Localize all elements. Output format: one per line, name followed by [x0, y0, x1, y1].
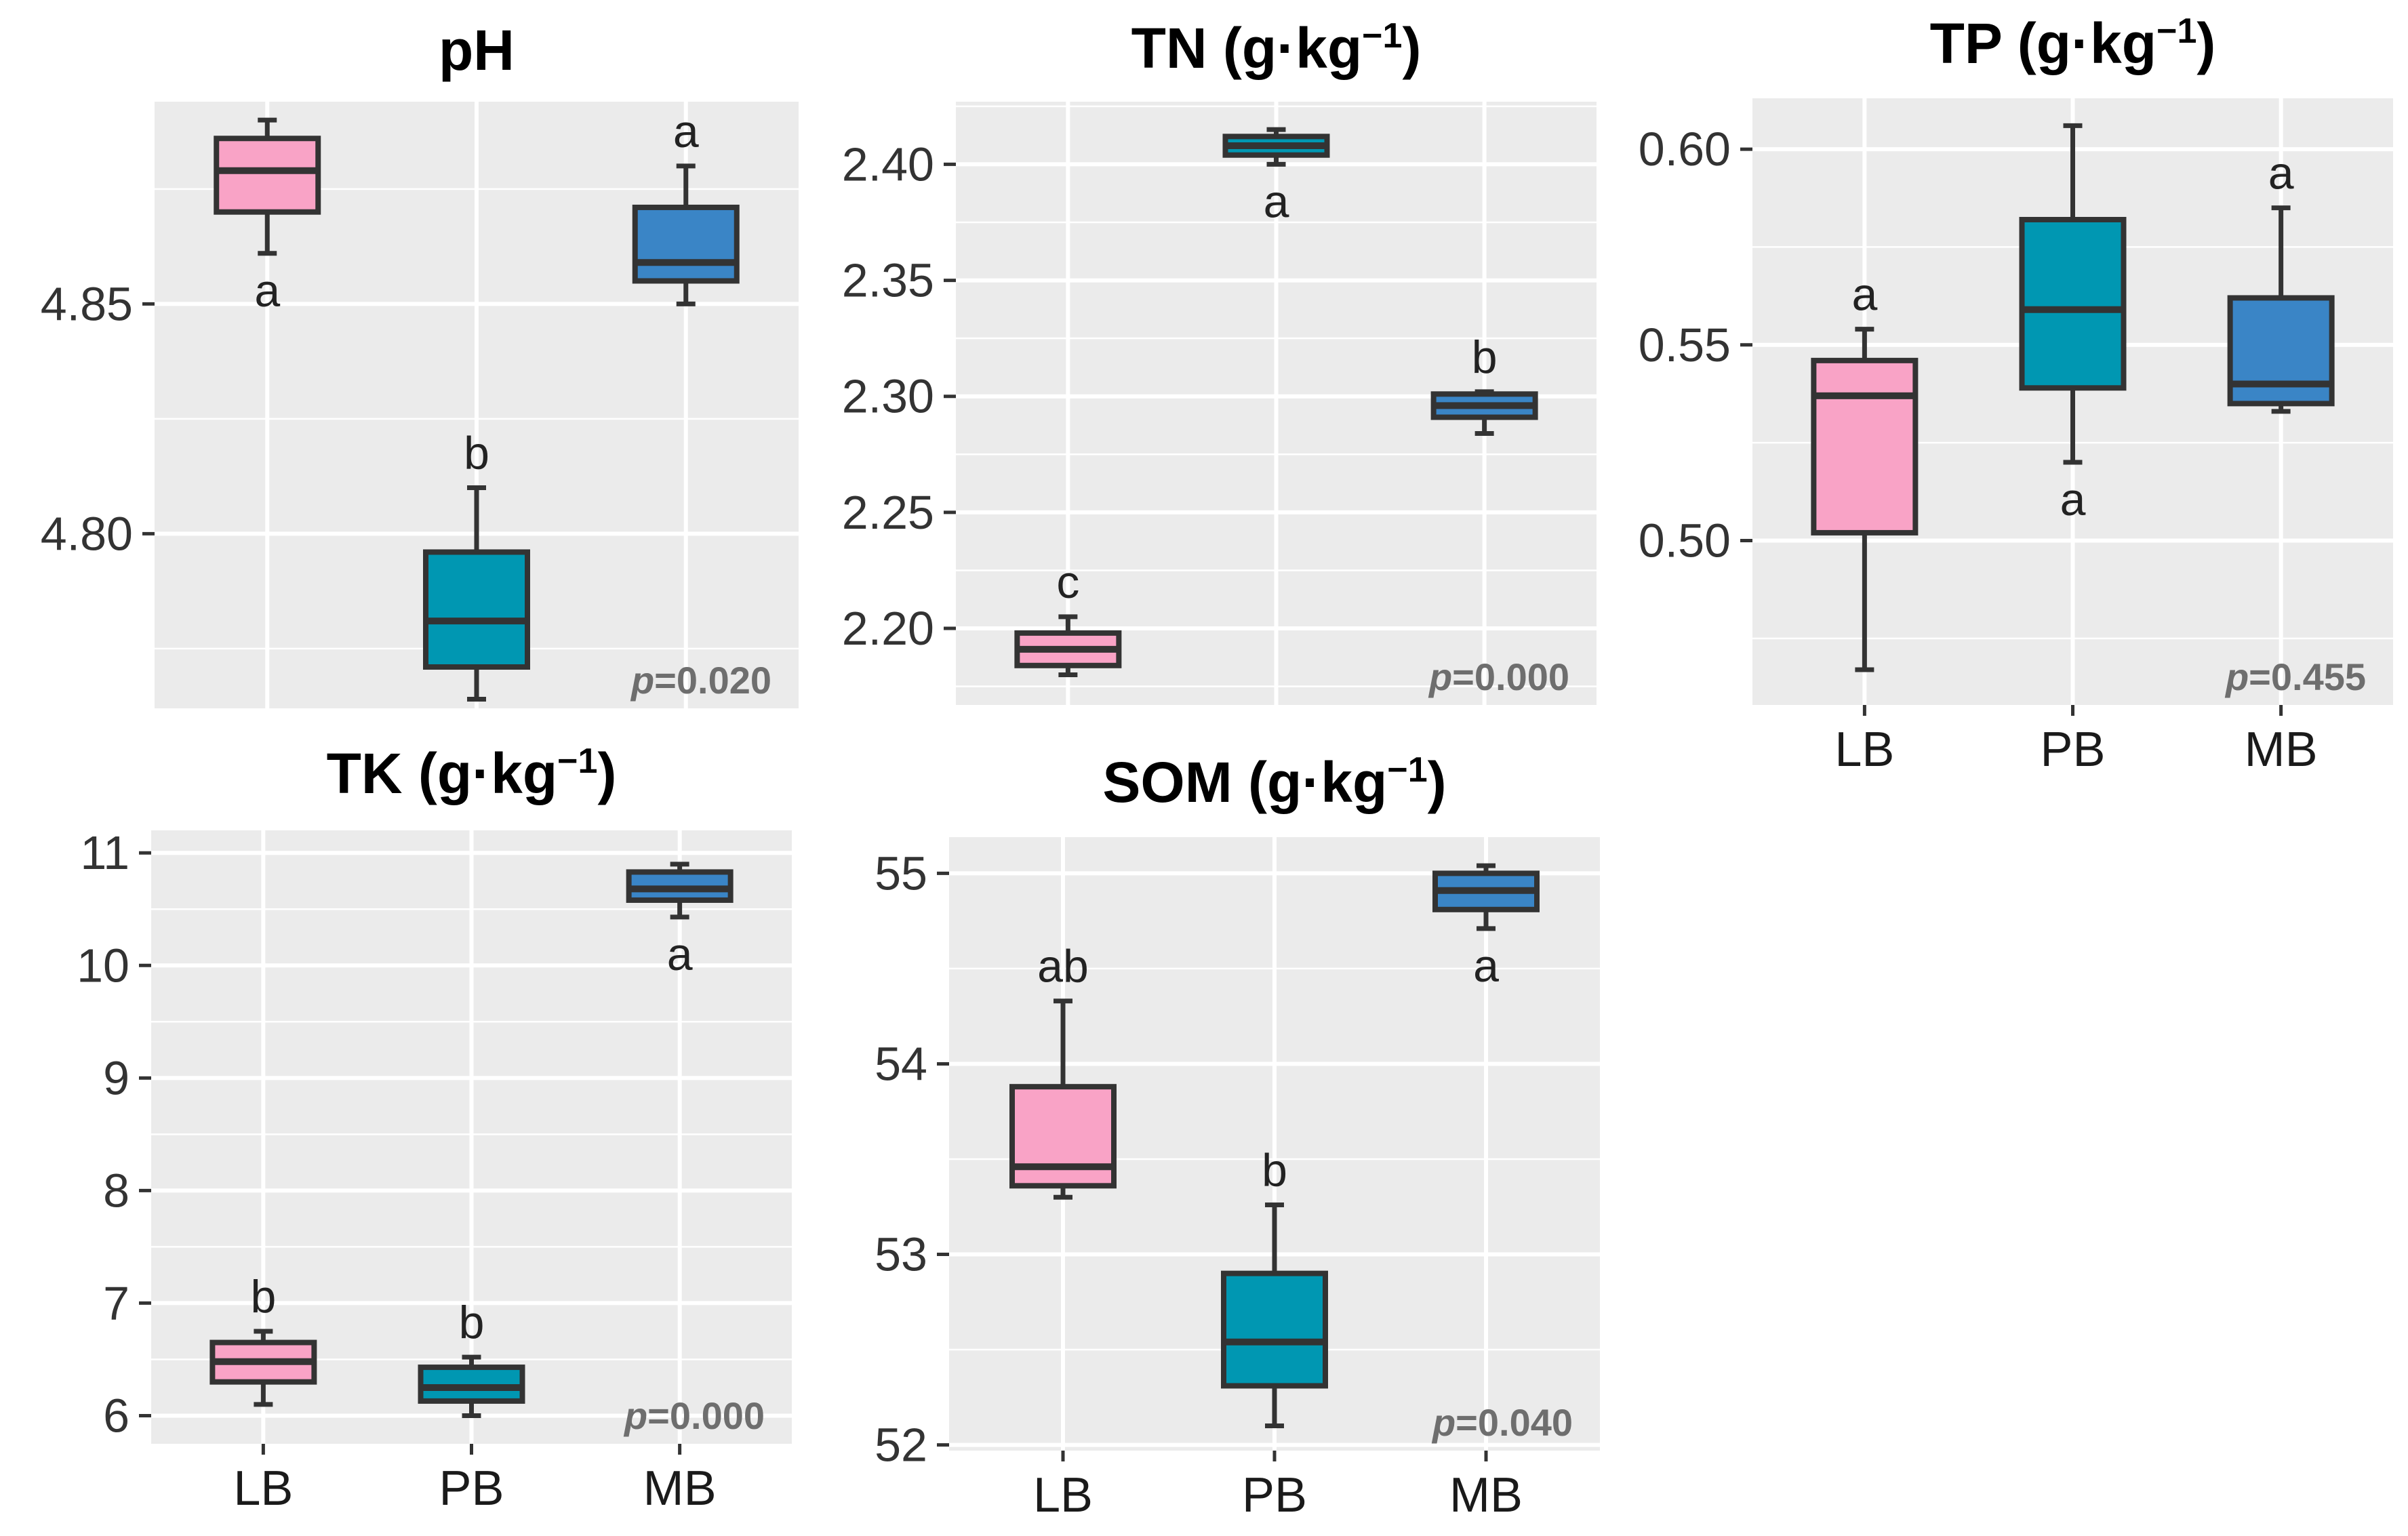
y-tick-label: 0.60 [1639, 123, 1731, 176]
y-tick-label: 9 [103, 1051, 129, 1104]
significance-letter: c [1056, 557, 1079, 608]
y-tick-label: 2.25 [842, 486, 934, 539]
box-PB: b [1221, 1144, 1328, 1428]
box-iqr [1009, 1084, 1117, 1189]
y-tick-label: 11 [80, 826, 129, 879]
significance-letter: ab [1037, 941, 1089, 992]
x-tick-label: PB [439, 1461, 504, 1516]
significance-letter: a [2060, 474, 2086, 525]
significance-letter: b [1472, 331, 1498, 383]
panel-title: SOM (g·kg−1) [1102, 750, 1446, 814]
y-tick-label: 2.35 [842, 254, 934, 307]
y-tick-label: 2.40 [842, 138, 934, 190]
box-iqr [2227, 295, 2335, 407]
x-tick-label: LB [1033, 1468, 1093, 1522]
y-tick-label: 10 [77, 939, 129, 992]
significance-letter: a [1264, 176, 1289, 227]
x-tick-label: MB [2245, 723, 2318, 777]
y-tick-label: 53 [875, 1228, 927, 1281]
y-tick-label: 4.85 [41, 277, 133, 330]
panel-title: pH [439, 18, 515, 82]
significance-letter: a [2268, 148, 2294, 199]
box-MB: a [626, 862, 734, 980]
box-iqr [1811, 357, 1919, 535]
p-value: p=0.455 [2224, 655, 2366, 698]
box-LB: b [209, 1271, 317, 1407]
box-iqr [423, 549, 530, 670]
x-tick-label: PB [2040, 723, 2105, 777]
box-LB: ab [1009, 941, 1117, 1200]
panel-title: TN (g·kg−1) [1131, 16, 1422, 80]
significance-letter: a [1473, 940, 1499, 992]
box-PB: a [2019, 123, 2127, 525]
box-PB: b [423, 428, 530, 702]
y-tick-label: 55 [875, 847, 927, 900]
box-MB: a [632, 106, 740, 306]
y-tick-label: 8 [103, 1164, 129, 1217]
significance-letter: a [254, 265, 280, 317]
x-tick-label: LB [1834, 723, 1894, 777]
box-iqr [214, 136, 321, 215]
box-MB: a [1432, 863, 1540, 992]
significance-letter: a [667, 929, 693, 980]
box-LB: a [1811, 269, 1919, 672]
box-iqr [632, 204, 740, 284]
p-value: p=0.000 [623, 1394, 765, 1437]
box-LB: a [214, 117, 321, 317]
box-iqr [1221, 1270, 1328, 1389]
box-PB: a [1222, 127, 1330, 227]
panel-ph: 4.80 4.85 pH a b a p=0.020 [41, 18, 799, 708]
y-tick-label: 52 [875, 1419, 927, 1472]
box-PB: b [418, 1297, 525, 1418]
x-tick-label: LB [233, 1461, 293, 1516]
y-tick-label: 0.50 [1639, 514, 1731, 567]
box-MB: b [1430, 331, 1538, 436]
panel-tn: 2.20 2.25 2.30 2.35 2.40 TN (g·kg−1) c a b p=0.00… [842, 16, 1597, 705]
panel-title: TP (g·kg−1) [1930, 12, 2216, 75]
y-tick-label: 2.30 [842, 370, 934, 423]
y-tick-label: 4.80 [41, 507, 133, 560]
box-LB: c [1014, 557, 1122, 677]
significance-letter: a [1851, 269, 1877, 321]
significance-letter: b [1262, 1144, 1287, 1196]
panel-som: 52 53 54 55 LB PB MB SOM (g·kg−1) ab b a p=0.040 [875, 750, 1600, 1522]
y-tick-label: 0.55 [1639, 319, 1731, 371]
significance-letter: a [673, 106, 699, 157]
panel-tp: 0.50 0.55 0.60 LB PB MB TP (g·kg−1) a a a p=0.455 [1639, 12, 2393, 777]
y-tick-label: 54 [875, 1037, 927, 1090]
y-tick-label: 7 [103, 1276, 129, 1329]
significance-letter: b [250, 1271, 276, 1322]
box-MB: a [2227, 148, 2335, 414]
x-tick-label: MB [643, 1461, 717, 1516]
p-value: p=0.040 [1431, 1401, 1573, 1444]
p-value: p=0.000 [1428, 655, 1569, 698]
x-tick-label: PB [1242, 1468, 1307, 1522]
p-value: p=0.020 [630, 659, 771, 702]
panel-tk: 6 7 8 9 10 11 LB PB MB TK (g·kg−1) b b a p=0.000 [77, 742, 792, 1516]
box-iqr [2019, 217, 2127, 391]
y-tick-label: 6 [103, 1389, 129, 1442]
significance-letter: b [464, 428, 489, 479]
significance-letter: b [459, 1297, 485, 1348]
x-tick-label: MB [1449, 1468, 1523, 1522]
panel-title: TK (g·kg−1) [327, 742, 617, 805]
y-tick-label: 2.20 [842, 602, 934, 655]
